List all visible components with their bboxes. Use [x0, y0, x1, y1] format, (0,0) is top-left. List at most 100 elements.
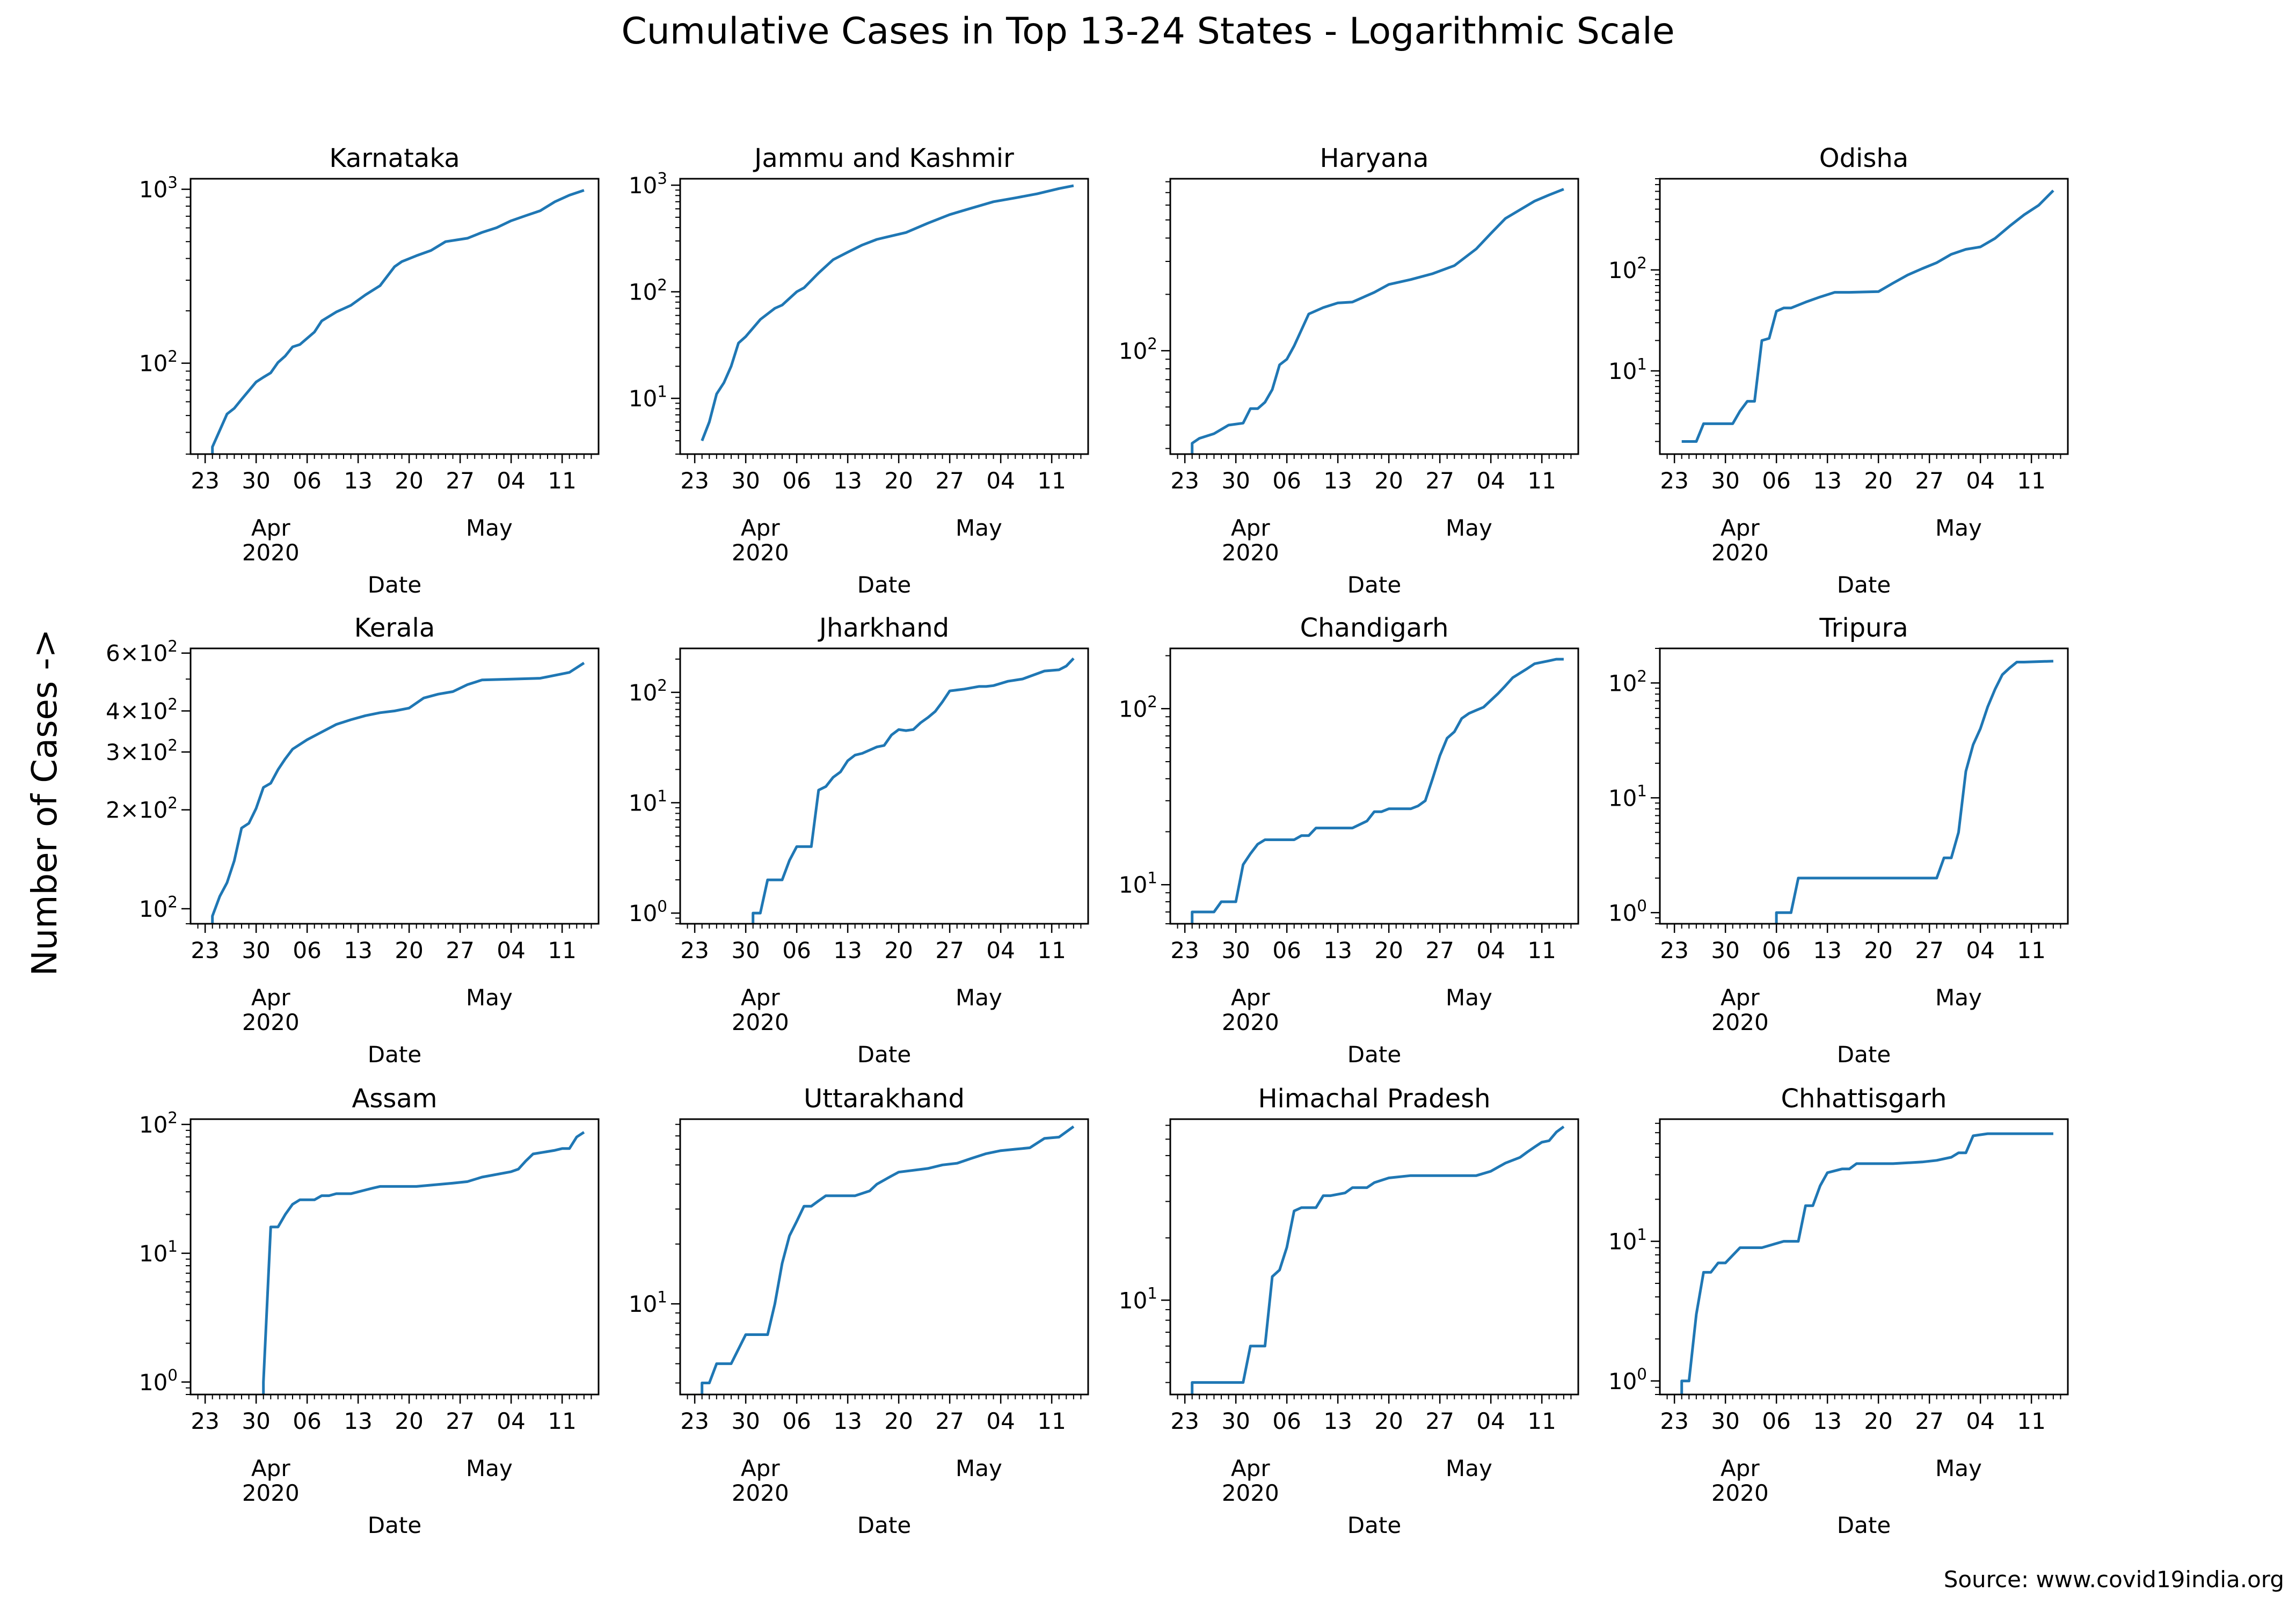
series-line	[1191, 658, 1564, 924]
x-tick-label: 23	[1660, 1408, 1688, 1434]
x-tick-label: 30	[1221, 937, 1250, 963]
x-tick-label: 11	[1527, 1408, 1556, 1434]
x-tick-label: 20	[884, 1408, 913, 1434]
subplot-title: Tripura	[1819, 613, 1908, 643]
month-label: May	[466, 515, 513, 541]
subplot-title: Odisha	[1819, 143, 1908, 173]
x-tick-label: 04	[497, 937, 525, 963]
x-tick-label: 27	[1425, 937, 1454, 963]
x-tick-label: 20	[884, 468, 913, 494]
x-tick-label: 06	[1762, 937, 1790, 963]
month-label: Apr	[251, 1455, 290, 1481]
x-tick-label: 06	[782, 468, 811, 494]
x-tick-label: 06	[1272, 937, 1301, 963]
x-axis-label: Date	[368, 1041, 421, 1068]
x-tick-label: 06	[782, 1408, 811, 1434]
y-tick-label: 100	[1608, 1365, 1647, 1394]
y-tick-label: 102	[139, 1108, 178, 1138]
source-credit: Source: www.covid19india.org	[1943, 1566, 2284, 1593]
x-tick-label: 04	[986, 937, 1015, 963]
x-tick-label: 23	[191, 937, 219, 963]
x-axis-label: Date	[1837, 1041, 1891, 1068]
series-line	[211, 662, 585, 924]
axes-frame	[1659, 647, 2069, 925]
y-tick-label: 2×102	[106, 794, 178, 823]
month-label: Apr	[1231, 984, 1270, 1011]
y-tick-label: 103	[139, 173, 178, 203]
y-tick-label: 101	[1608, 782, 1647, 812]
x-axis-label: Date	[857, 1512, 911, 1538]
x-tick-label: 27	[1915, 1408, 1943, 1434]
x-tick-label: 06	[1272, 1408, 1301, 1434]
series-line	[211, 189, 585, 454]
month-label: May	[1935, 515, 1982, 541]
x-tick-label: 04	[1966, 937, 1994, 963]
month-label: May	[956, 1455, 1002, 1481]
x-tick-label: 13	[1323, 937, 1352, 963]
y-tick-label: 101	[629, 787, 667, 816]
x-tick-label: 04	[1476, 468, 1505, 494]
axes-frame	[189, 1118, 600, 1396]
x-tick-label: 11	[2017, 937, 2045, 963]
month-label: Apr	[251, 515, 290, 541]
month-label: Apr	[1721, 515, 1760, 541]
series-line	[262, 1131, 585, 1394]
x-tick-label: 13	[1813, 1408, 1841, 1434]
axes-frame	[1169, 1118, 1579, 1396]
x-tick-label: 30	[731, 1408, 760, 1434]
x-tick-label: 20	[1374, 468, 1403, 494]
x-tick-label: 11	[1037, 468, 1066, 494]
x-tick-label: 06	[1762, 468, 1790, 494]
x-axis-label: Date	[1347, 1512, 1401, 1538]
series-line	[1680, 1132, 2053, 1394]
x-tick-label: 13	[344, 1408, 372, 1434]
month-label: May	[466, 1455, 513, 1481]
subplot-jharkhand: Jharkhand 100 101 102 23 30 06 13 20 27 04 11 Apr202…	[629, 613, 1089, 1068]
year-label: 2020	[732, 1009, 789, 1035]
month-label: Apr	[741, 1455, 780, 1481]
x-tick-label: 11	[1037, 1408, 1066, 1434]
x-tick-label: 23	[680, 1408, 709, 1434]
x-tick-label: 13	[833, 937, 862, 963]
axes-frame	[1169, 647, 1579, 925]
figure-title: Cumulative Cases in Top 13-24 States - L…	[621, 10, 1675, 53]
month-label: Apr	[1231, 515, 1270, 541]
y-tick-label: 6×102	[106, 637, 178, 667]
x-tick-label: 20	[884, 937, 913, 963]
x-tick-label: 23	[1170, 1408, 1199, 1434]
x-tick-label: 04	[1966, 1408, 1994, 1434]
y-tick-label: 102	[1119, 335, 1157, 364]
y-tick-label: 102	[1119, 693, 1157, 722]
x-tick-label: 20	[1864, 468, 1892, 494]
subplot-title: Kerala	[354, 613, 435, 643]
month-label: May	[956, 984, 1002, 1011]
x-tick-label: 20	[395, 1408, 423, 1434]
x-tick-label: 11	[548, 1408, 576, 1434]
x-tick-label: 23	[191, 1408, 219, 1434]
x-tick-label: 27	[1425, 1408, 1454, 1434]
x-tick-label: 13	[1813, 937, 1841, 963]
subplot-title: Chandigarh	[1300, 613, 1449, 643]
axes-frame	[1659, 1118, 2069, 1396]
year-label: 2020	[1711, 1480, 1769, 1506]
x-tick-label: 06	[293, 468, 321, 494]
x-tick-label: 20	[1864, 1408, 1892, 1434]
x-tick-label: 30	[731, 937, 760, 963]
x-axis-label: Date	[857, 1041, 911, 1068]
x-tick-label: 13	[1323, 1408, 1352, 1434]
x-tick-label: 04	[1476, 937, 1505, 963]
axes-frame	[1169, 178, 1579, 455]
x-tick-label: 30	[242, 1408, 270, 1434]
x-tick-label: 23	[1660, 937, 1688, 963]
month-label: May	[1446, 1455, 1492, 1481]
axes-frame	[189, 647, 600, 925]
x-tick-label: 06	[782, 937, 811, 963]
